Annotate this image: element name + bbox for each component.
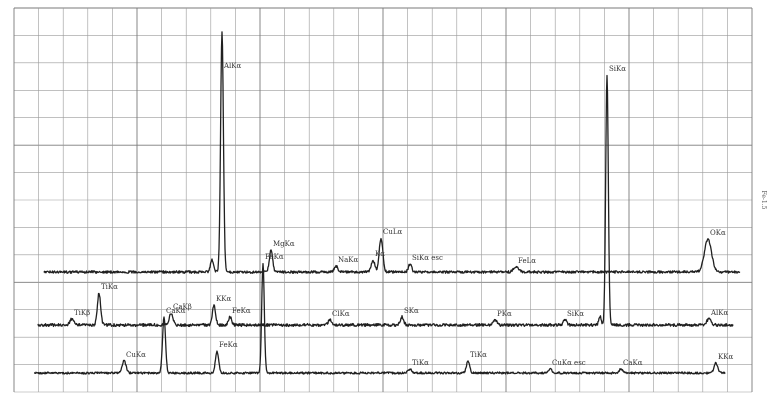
peak-label: KKα [216,295,231,303]
peak-label: TiKα [470,351,487,359]
peak-label: SiKα [567,310,584,318]
peak-label: KKα [718,353,733,361]
side-annotation: Fe-1.5 [760,191,767,210]
peak-label: AlKα [223,62,242,70]
peak-label: CaKα [623,359,643,367]
spectrum-trace-2 [37,74,734,328]
peak-label: OKα [710,229,726,237]
peak-label: Kα [375,250,385,258]
peak-label: SiKα esc [412,254,443,262]
peak-label: CuKα [126,351,146,359]
peak-label: FeKα [232,307,251,315]
peak-label: MgKα [273,240,295,248]
peak-label: ClKα [332,310,350,318]
peak-label: NaKα [338,256,359,264]
peak-label: SKα [404,307,419,315]
peak-label: FeLα [518,257,536,265]
peak-label: CaKβ [173,303,192,311]
peak-label: PKα [497,310,512,318]
peak-label: CuLα [383,228,403,236]
spectrum-trace-1 [43,31,741,274]
peak-label: TiKα [412,359,429,367]
peak-label: TiKα [101,283,118,291]
peak-label: FeKα [219,341,238,349]
spectrum-trace-3 [33,262,726,375]
peak-label: FeKα [265,253,284,261]
peak-label: TiKβ [74,309,90,317]
chart-traces [33,31,741,375]
chart-grid [13,7,753,393]
peak-label: CuKα esc [552,359,586,367]
chart-peak-labels: AlKα MgKα NaKα Kα CuLα SiKα esc FeLα OKα TiKβ TiK… [74,62,733,367]
peak-label: AlKα [710,309,729,317]
peak-label: SiKα [609,65,626,73]
peak-label: CaKα [166,307,186,315]
